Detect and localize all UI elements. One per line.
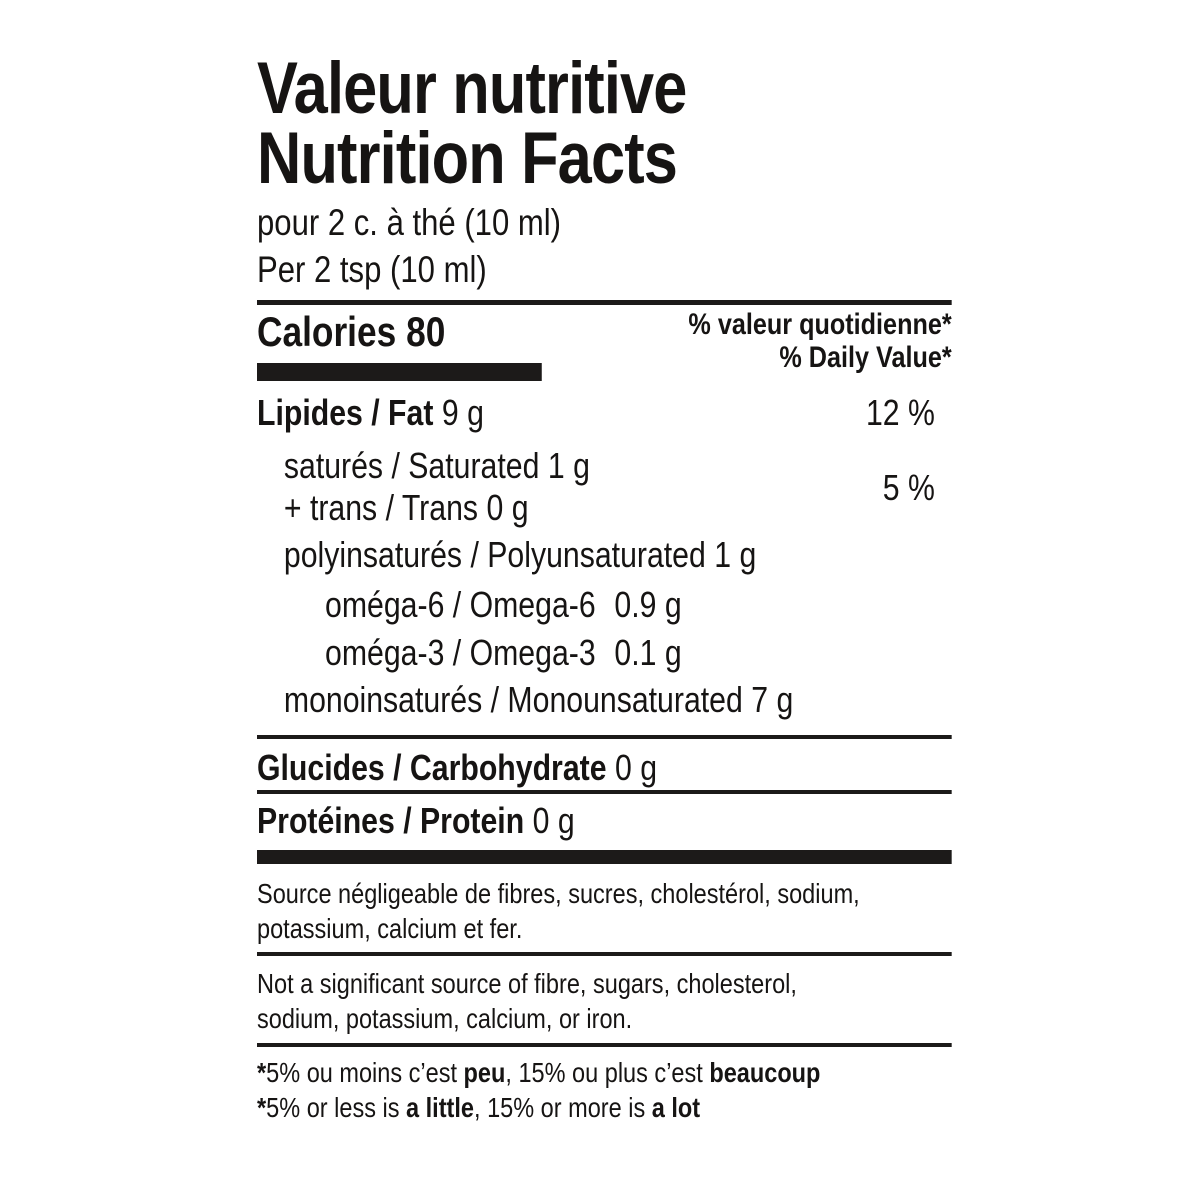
- footnote-french: *5% ou moins c’est peu, 15% ou plus c’es…: [257, 1055, 820, 1090]
- daily-value-header-french: % valeur quotidienne*: [688, 308, 952, 341]
- nutrient-row-saturated: saturés / Saturated 1 g: [284, 446, 590, 486]
- calories-underline-bar: [257, 363, 542, 381]
- title-french: Valeur nutritive: [257, 48, 687, 129]
- protein-top-rule: [257, 790, 952, 794]
- footnote-french-text2: , 15% ou plus c’est: [505, 1057, 710, 1088]
- polyunsaturated-name: polyinsaturés / Polyunsaturated: [283, 534, 706, 575]
- footnote-french-asterisk: *: [257, 1057, 267, 1088]
- omega3-name: oméga-3 / Omega-3: [325, 632, 596, 673]
- footnote-english-text1: 5% or less is: [266, 1092, 407, 1123]
- omega6-amount: 0.9 g: [614, 584, 682, 625]
- footnote-divider-rule: [257, 1043, 952, 1047]
- nutrient-row-protein: Protéines / Protein 0 g: [257, 801, 575, 841]
- nutrient-row-fat: Lipides / Fat 9 g: [257, 393, 484, 433]
- omega6-name: oméga-6 / Omega-6: [325, 584, 596, 625]
- nutrient-row-trans: + trans / Trans 0 g: [284, 488, 529, 528]
- note-english-line1: Not a significant source of fibre, sugar…: [257, 968, 797, 999]
- monounsaturated-name: monoinsaturés / Monounsaturated: [283, 679, 743, 720]
- trans-amount: 0 g: [486, 487, 529, 528]
- protein-name: Protéines / Protein: [257, 800, 525, 841]
- calories-label: Calories: [257, 308, 397, 355]
- footnote-french-bold1: peu: [463, 1057, 506, 1088]
- footnote-french-text1: 5% ou moins c’est: [266, 1057, 464, 1088]
- fat-amount: 9 g: [441, 392, 484, 433]
- carbohydrate-name: Glucides / Carbohydrate: [257, 747, 607, 788]
- footnote-english-asterisk: *: [257, 1092, 267, 1123]
- nutrient-row-omega3: oméga-3 / Omega-3 0.1 g: [325, 633, 682, 673]
- note-english-line2: sodium, potassium, calcium, or iron.: [257, 1003, 633, 1034]
- nutrient-row-monounsaturated: monoinsaturés / Monounsaturated 7 g: [284, 680, 793, 720]
- calories-value: 80: [406, 308, 446, 355]
- footnote-english-bold1: a little: [406, 1092, 474, 1123]
- omega3-amount: 0.1 g: [614, 632, 682, 673]
- insignificant-source-note-french: Source négligeable de fibres, sucres, ch…: [257, 876, 860, 946]
- footnote-english-text2: , 15% or more is: [473, 1092, 652, 1123]
- protein-amount: 0 g: [532, 800, 575, 841]
- calories-row: Calories 80: [257, 311, 445, 353]
- serving-size-french: pour 2 c. à thé (10 ml): [257, 202, 562, 243]
- nutrient-row-polyunsaturated: polyinsaturés / Polyunsaturated 1 g: [284, 535, 756, 575]
- fat-daily-value: 12 %: [865, 392, 935, 433]
- bottom-thick-bar: [257, 850, 952, 864]
- serving-size-english: Per 2 tsp (10 ml): [257, 249, 487, 290]
- saturated-name: saturés / Saturated: [283, 445, 540, 486]
- polyunsaturated-amount: 1 g: [714, 534, 757, 575]
- insignificant-source-note-english: Not a significant source of fibre, sugar…: [257, 966, 797, 1036]
- daily-value-header-english: % Daily Value*: [779, 341, 952, 374]
- monounsaturated-amount: 7 g: [751, 679, 794, 720]
- nutrient-row-omega6: oméga-6 / Omega-6 0.9 g: [325, 585, 682, 625]
- title-english: Nutrition Facts: [257, 118, 678, 199]
- top-rule: [257, 300, 952, 305]
- footnote-english: *5% or less is a little, 15% or more is …: [257, 1090, 700, 1125]
- footnote-english-bold2: a lot: [651, 1092, 701, 1123]
- trans-name: + trans / Trans: [283, 487, 479, 528]
- label-content: Valeur nutritive Nutrition Facts pour 2 …: [257, 0, 952, 1200]
- saturated-amount: 1 g: [547, 445, 590, 486]
- daily-value-header: % valeur quotidienne* % Daily Value*: [688, 308, 951, 374]
- footnote-french-bold2: beaucoup: [709, 1057, 821, 1088]
- nutrient-row-carbohydrate: Glucides / Carbohydrate 0 g: [257, 748, 657, 788]
- carbohydrate-top-rule: [257, 735, 952, 739]
- note-french-line1: Source négligeable de fibres, sucres, ch…: [257, 878, 860, 909]
- fat-name: Lipides / Fat: [257, 392, 434, 433]
- saturated-trans-daily-value: 5 %: [882, 467, 935, 508]
- note-divider-rule: [257, 952, 952, 956]
- carbohydrate-amount: 0 g: [614, 747, 658, 788]
- note-french-line2: potassium, calcium et fer.: [257, 913, 523, 944]
